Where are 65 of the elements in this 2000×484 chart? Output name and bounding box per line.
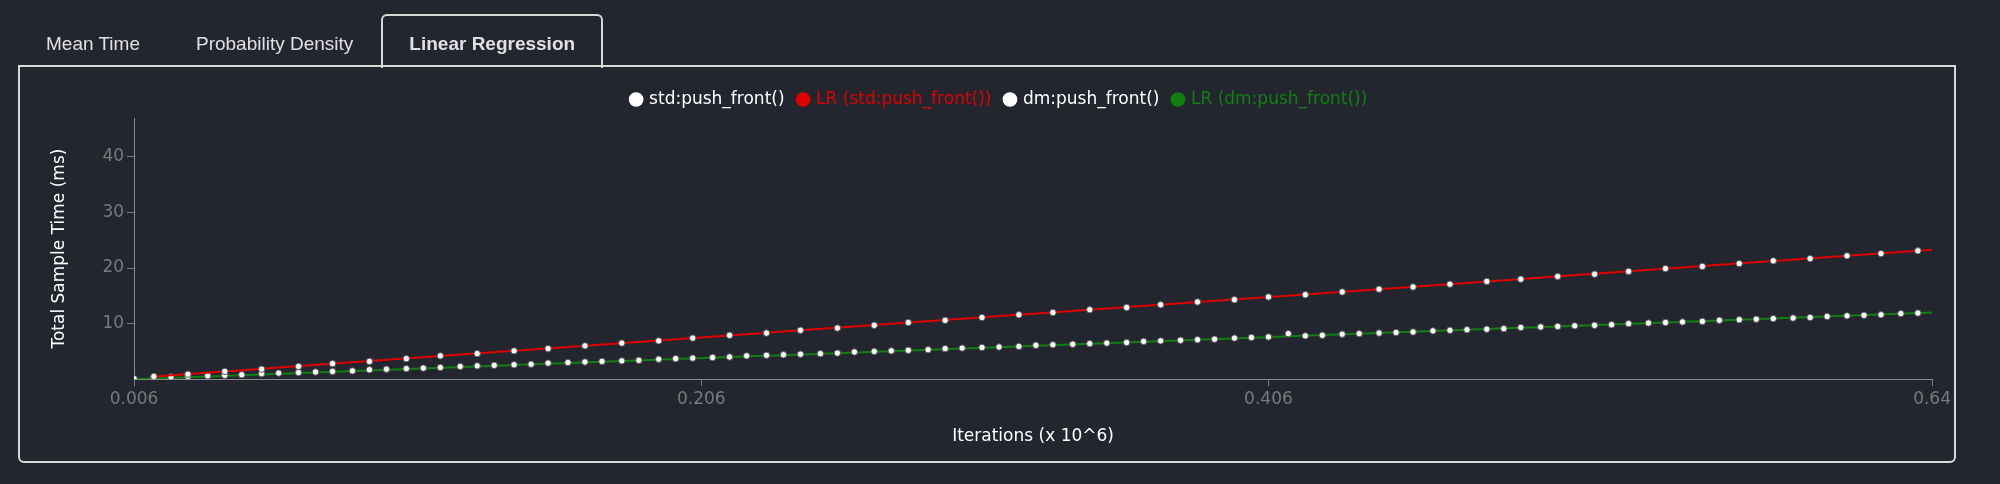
point bbox=[1193, 298, 1202, 306]
point bbox=[725, 331, 734, 339]
point bbox=[870, 321, 878, 329]
point bbox=[365, 357, 374, 366]
point bbox=[904, 318, 912, 327]
point bbox=[1590, 270, 1599, 278]
point bbox=[941, 316, 949, 324]
x-axis-title: Iterations (x 10^6) bbox=[952, 425, 1114, 446]
point bbox=[1230, 296, 1239, 304]
point bbox=[796, 326, 805, 334]
point bbox=[618, 339, 626, 347]
point bbox=[1446, 280, 1454, 288]
text: Linear Regression bbox=[381, 14, 604, 68]
x-tick-label: 0.006 bbox=[109, 387, 159, 408]
point bbox=[689, 334, 697, 342]
point bbox=[294, 362, 303, 371]
y-tick-label: 40 bbox=[102, 145, 125, 166]
y-tick-label: 30 bbox=[102, 200, 125, 221]
point bbox=[833, 324, 842, 332]
point bbox=[221, 367, 229, 376]
x-tick-label: 0.64 bbox=[1913, 387, 1951, 408]
y-tick-label: 10 bbox=[102, 312, 125, 333]
point bbox=[1409, 283, 1417, 291]
point bbox=[510, 347, 518, 355]
legend-label: std:push_front() bbox=[649, 87, 785, 109]
x-tick-label: 0.406 bbox=[1244, 387, 1293, 408]
legend-label: LR (std:push_front()) bbox=[816, 87, 992, 109]
point bbox=[1375, 285, 1383, 293]
point bbox=[978, 313, 986, 322]
point bbox=[1735, 259, 1743, 268]
point bbox=[1843, 252, 1851, 260]
point bbox=[1338, 288, 1346, 296]
point bbox=[1483, 277, 1491, 286]
point bbox=[1624, 267, 1633, 276]
point bbox=[1517, 275, 1525, 283]
text: Probability Density bbox=[195, 32, 355, 56]
point bbox=[1554, 272, 1562, 281]
y-tick-label: 20 bbox=[102, 256, 125, 277]
point bbox=[328, 359, 337, 368]
point bbox=[1049, 308, 1057, 317]
point bbox=[1086, 306, 1094, 314]
point bbox=[762, 329, 771, 337]
point bbox=[1806, 254, 1814, 263]
point bbox=[581, 342, 589, 350]
point bbox=[1156, 301, 1165, 309]
point bbox=[1301, 291, 1310, 299]
point bbox=[1015, 311, 1023, 319]
point bbox=[1769, 257, 1777, 265]
point bbox=[257, 365, 266, 373]
point bbox=[1877, 249, 1885, 258]
point bbox=[1661, 264, 1670, 273]
y-axis-title: Total Sample Time (ms) bbox=[47, 148, 68, 350]
point bbox=[1914, 247, 1922, 255]
point bbox=[1122, 303, 1131, 312]
legend-label: dm:push_front() bbox=[1022, 87, 1160, 109]
point bbox=[402, 354, 410, 363]
point bbox=[1264, 293, 1273, 301]
legend-label: LR (dm:push_front()) bbox=[1190, 87, 1368, 109]
text: Mean Time bbox=[45, 32, 141, 56]
point bbox=[655, 337, 663, 345]
x-tick-label: 0.206 bbox=[676, 387, 726, 408]
point bbox=[436, 352, 445, 360]
point bbox=[473, 349, 481, 358]
point bbox=[544, 344, 552, 353]
point bbox=[1698, 262, 1707, 271]
